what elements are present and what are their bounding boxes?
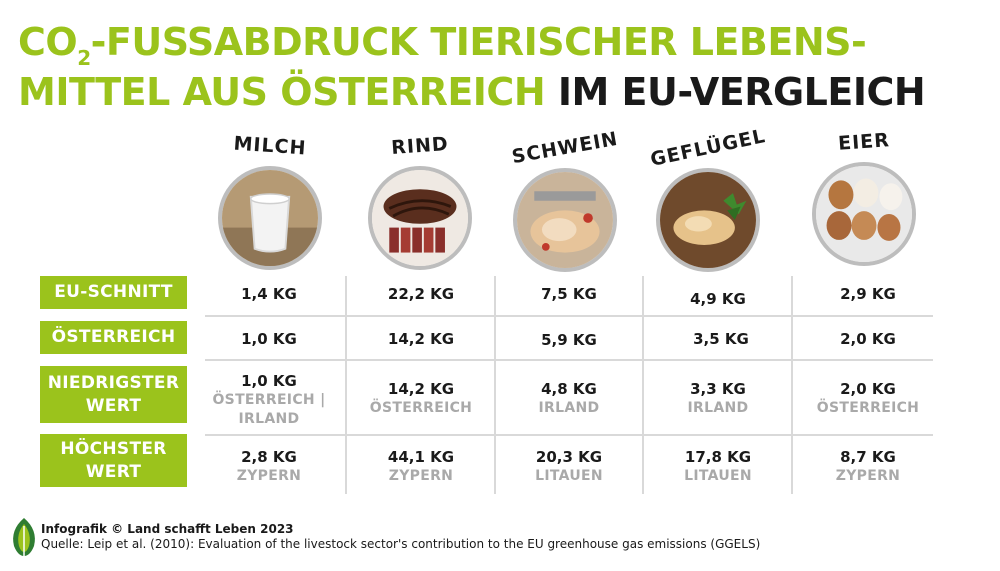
table-cell: 2,9 KG	[840, 285, 896, 303]
column-milch: MILCH	[210, 128, 330, 270]
table-cell: 14,2 KG ÖSTERREICH	[348, 380, 494, 418]
table-cell: 22,2 KG	[387, 285, 455, 303]
table-cell: 14,2 KG	[387, 330, 455, 348]
country-label: ZYPERN	[236, 468, 302, 484]
country-label: IRLAND	[538, 400, 600, 416]
country-label: LITAUEN	[535, 468, 603, 484]
row-label-oesterreich: ÖSTERREICH	[40, 321, 187, 354]
footer-credit: Infografik © Land schafft Leben 2023	[41, 522, 294, 536]
column-divider	[642, 276, 644, 494]
row-label-niedrigster: NIEDRIGSTER WERT	[40, 366, 187, 423]
table-cell: 4,9 KG	[690, 290, 746, 308]
row-divider	[205, 434, 933, 436]
column-divider	[791, 276, 793, 494]
row-label-hoechster: HÖCHSTER WERT	[40, 434, 187, 487]
milk-glass-image	[218, 166, 322, 270]
country-label: IRLAND	[687, 400, 749, 416]
country-label: ZYPERN	[388, 468, 454, 484]
table-cell: 3,5 KG	[693, 330, 749, 348]
row-divider	[205, 315, 933, 317]
table-cell: 3,3 KG IRLAND	[645, 380, 791, 418]
chicken-image	[656, 168, 760, 272]
country-label: ÖSTERREICH | IRLAND	[212, 392, 326, 427]
title-line-1: CO2-FUSSABDRUCK TIERISCHER LEBENS-	[18, 20, 867, 70]
country-label: LITAUEN	[684, 468, 752, 484]
eggs-image	[812, 162, 916, 266]
table-cell: 17,8 KG LITAUEN	[645, 448, 791, 486]
column-schwein: SCHWEIN	[505, 128, 625, 272]
country-label: ÖSTERREICH	[369, 400, 473, 416]
country-label: ÖSTERREICH	[816, 400, 920, 416]
column-eier: EIER	[804, 124, 924, 266]
title-line-2: MITTEL AUS ÖSTERREICH IM EU-VERGLEICH	[18, 70, 926, 114]
table-cell: 2,0 KG	[840, 330, 896, 348]
column-label-milch: MILCH	[232, 132, 308, 160]
column-divider	[345, 276, 347, 494]
leaf-logo-icon	[13, 518, 35, 556]
table-cell: 1,0 KG	[241, 330, 297, 348]
table-cell: 5,9 KG	[541, 331, 597, 349]
row-divider	[205, 359, 933, 361]
table-cell: 1,4 KG	[241, 285, 297, 303]
table-cell: 2,0 KG ÖSTERREICH	[795, 380, 941, 418]
footer-source: Quelle: Leip et al. (2010): Evaluation o…	[41, 537, 761, 551]
column-rind: RIND	[360, 128, 480, 270]
column-label-eier: EIER	[837, 129, 891, 155]
row-label-eu-schnitt: EU-SCHNITT	[40, 276, 187, 309]
pork-roast-image	[513, 168, 617, 272]
table-cell: 7,5 KG	[541, 285, 597, 303]
beef-steak-image	[368, 166, 472, 270]
table-cell: 8,7 KG ZYPERN	[795, 448, 941, 486]
table-cell: 20,3 KG LITAUEN	[496, 448, 642, 486]
table-cell: 1,0 KG ÖSTERREICH | IRLAND	[196, 372, 342, 429]
table-cell: 44,1 KG ZYPERN	[348, 448, 494, 486]
country-label: ZYPERN	[835, 468, 901, 484]
column-label-rind: RIND	[390, 133, 450, 159]
column-divider	[494, 276, 496, 494]
table-cell: 2,8 KG ZYPERN	[196, 448, 342, 486]
table-cell: 4,8 KG IRLAND	[496, 380, 642, 418]
page-title: CO2-FUSSABDRUCK TIERISCHER LEBENS- MITTE…	[18, 20, 926, 114]
footer: Infografik © Land schafft Leben 2023 Que…	[41, 522, 760, 552]
column-gefluegel: GEFLÜGEL	[648, 125, 768, 272]
